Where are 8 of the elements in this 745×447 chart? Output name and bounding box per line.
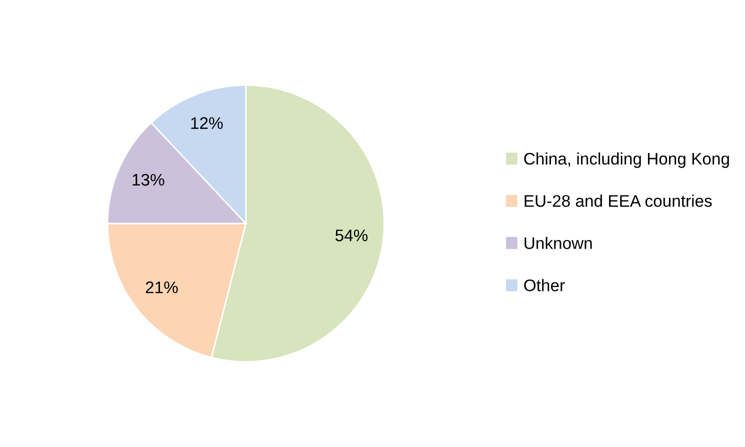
data-label: 21% [146, 281, 178, 294]
legend-label: Other [524, 279, 565, 292]
data-label: 54% [335, 230, 368, 242]
data-label: 12% [191, 117, 223, 129]
data-label: 13% [132, 174, 164, 186]
legend-label: Unknown [524, 236, 592, 250]
legend-label: EU-28 and EEA countries [524, 194, 712, 207]
legend-label: China, including Hong Kong [524, 152, 729, 168]
